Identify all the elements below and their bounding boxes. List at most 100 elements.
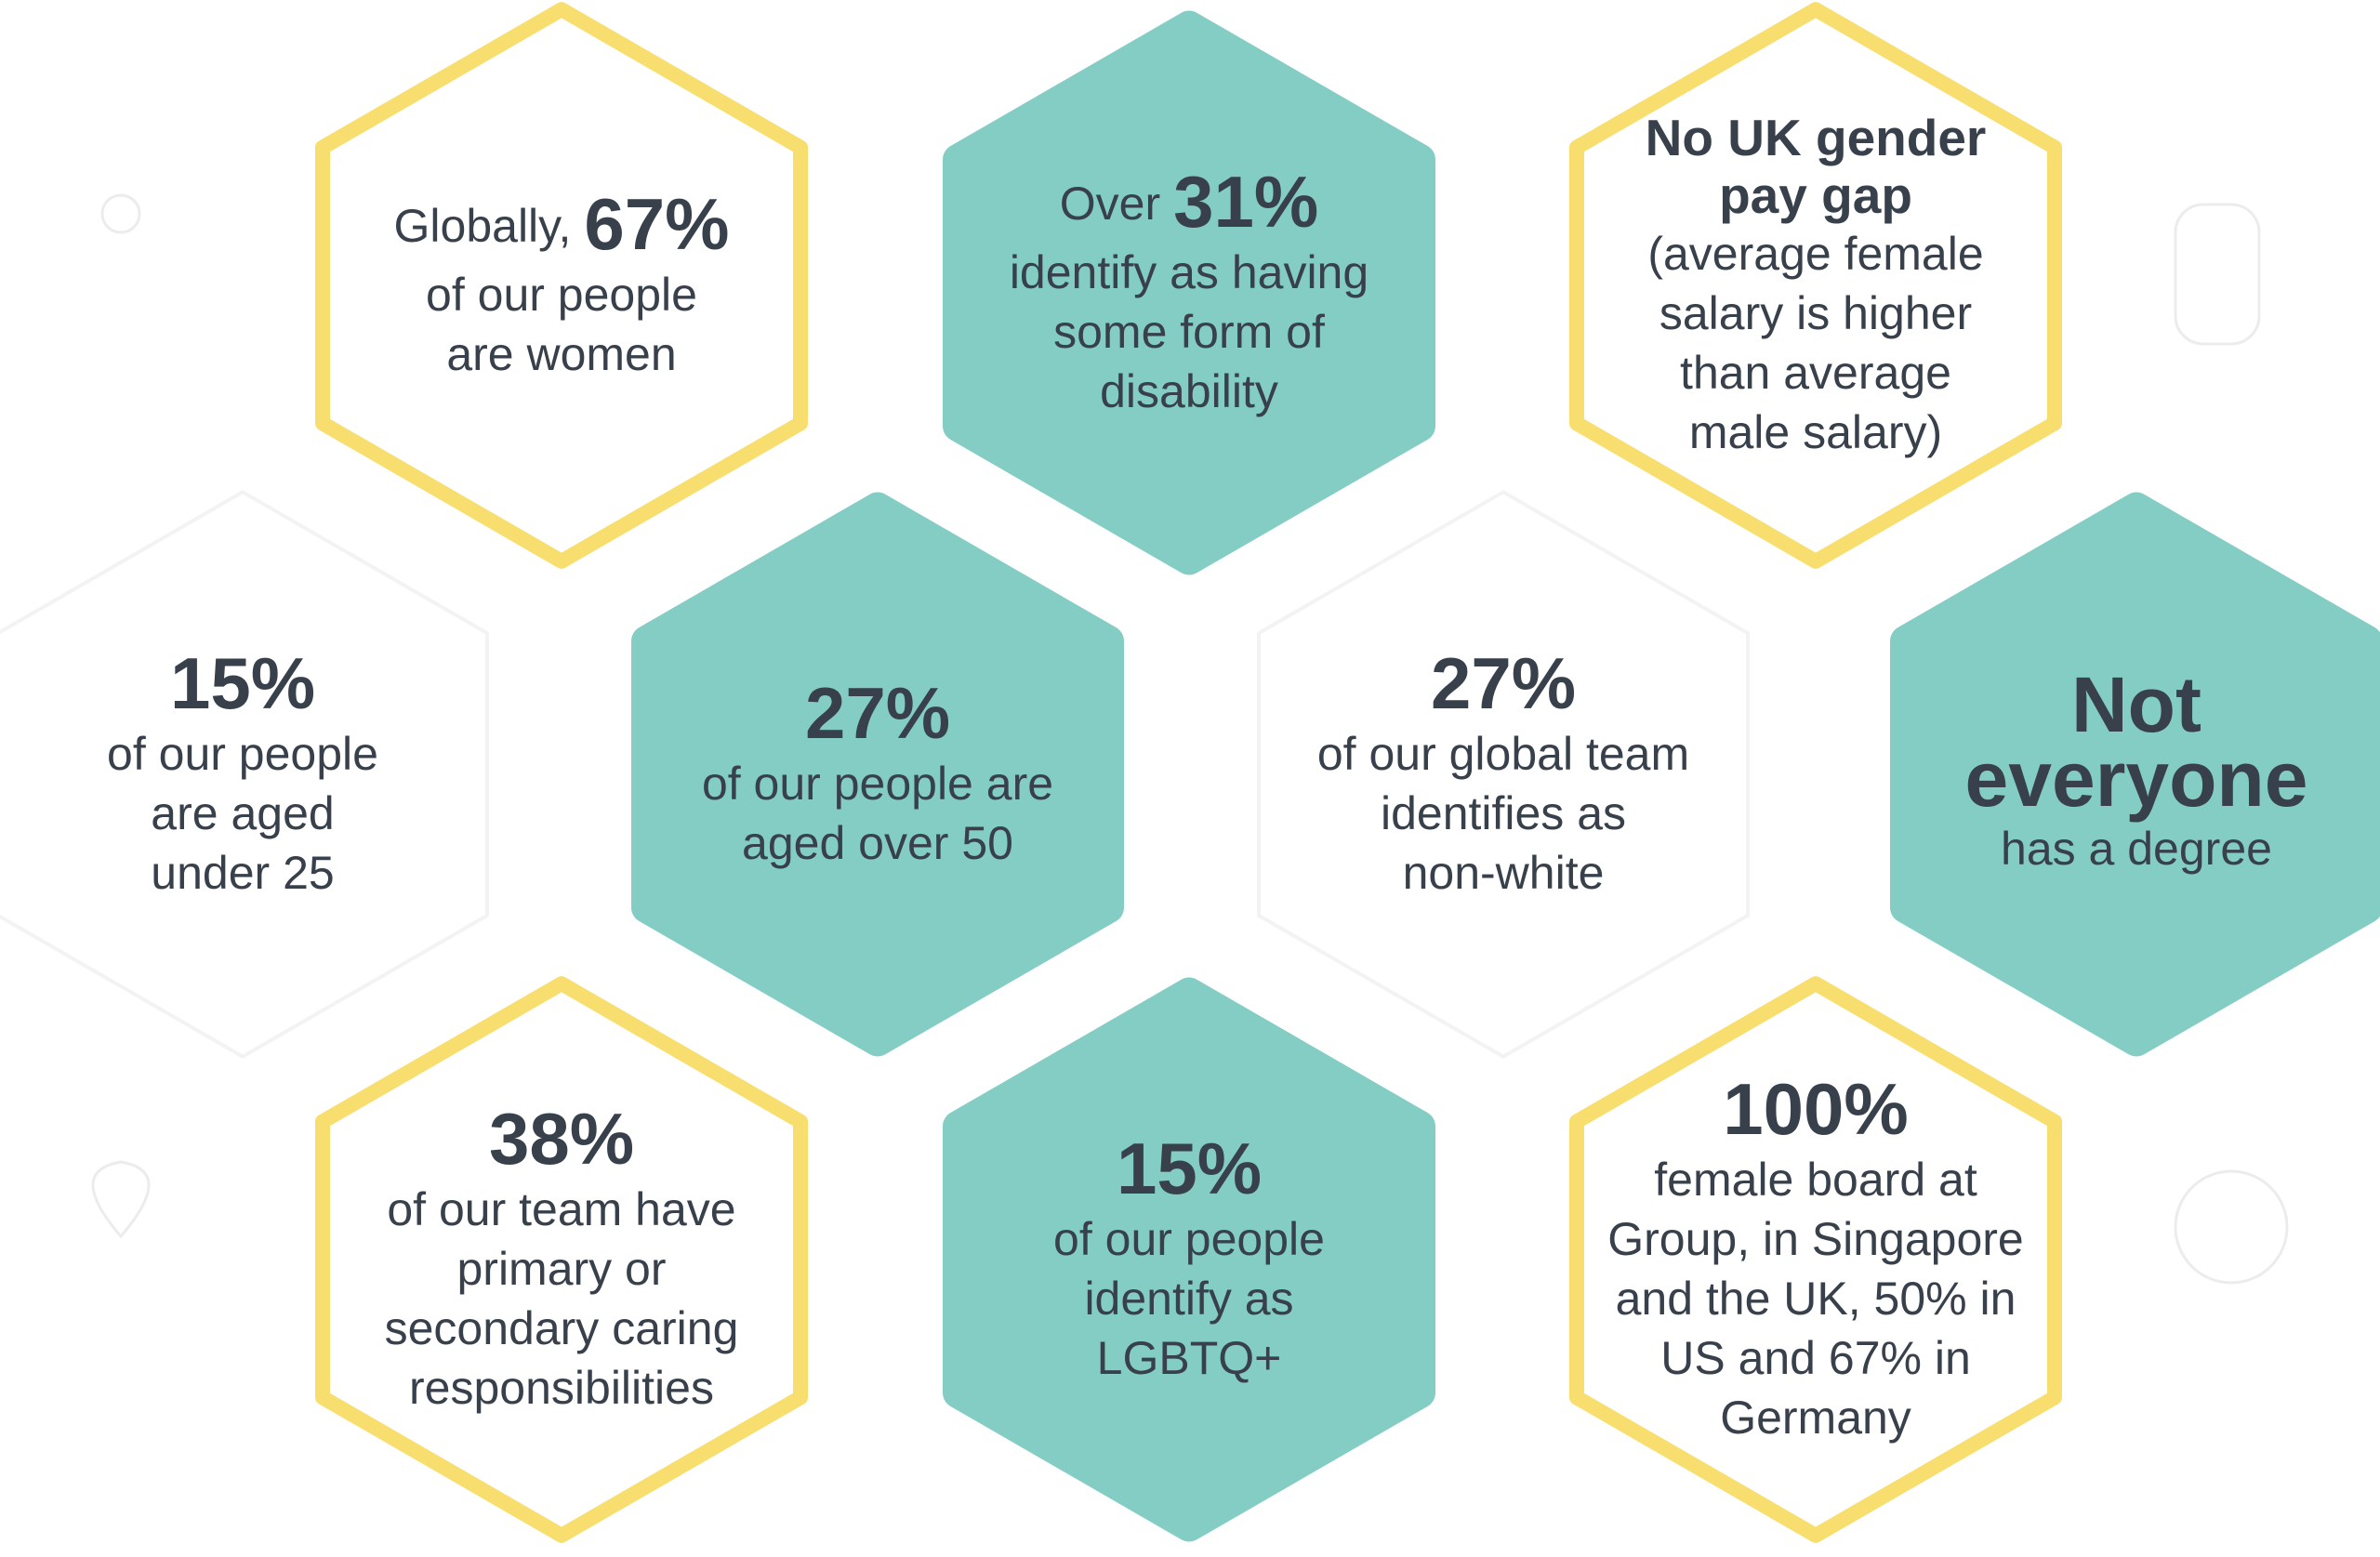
hexagon-line: non-white <box>1403 847 1605 899</box>
stat-text: Germany <box>1720 1392 1911 1444</box>
hexagon-line: of our team have <box>387 1183 735 1235</box>
stat-text: are women <box>446 328 676 380</box>
hexagon-line: Not <box>2071 661 2202 748</box>
hexagon-shape <box>631 492 1124 1057</box>
stat-text: (average female <box>1647 228 1983 280</box>
hexagon: 27%of our global team identifies as non-wh… <box>1257 490 1750 1059</box>
stat-highlight: 67% <box>584 183 729 265</box>
decor-icons <box>91 193 2289 1285</box>
stat-highlight: pay gap <box>1719 166 1912 224</box>
hexagon: 100%female board at Group, in Singapore an… <box>1569 976 2062 1543</box>
stat-text: are aged <box>151 787 334 839</box>
stat-text: salary is higher <box>1659 287 1972 339</box>
stat-text: secondary caring <box>385 1302 739 1354</box>
hexagon-line: of our people <box>426 269 697 321</box>
hexagon-line: identify as <box>1084 1273 1293 1325</box>
stat-text: non-white <box>1403 847 1605 899</box>
stat-text: female board at <box>1654 1154 1977 1206</box>
icon-people <box>100 193 141 234</box>
hexagon-line: salary is higher <box>1659 287 1972 339</box>
icon-coins <box>2174 203 2261 346</box>
hexagon-line: of our people <box>107 728 378 780</box>
hexagon-line: responsibilities <box>409 1362 714 1414</box>
stat-text: and the UK, 50% in <box>1616 1273 2016 1325</box>
hexagon-shape <box>943 10 1435 575</box>
hexagon-line: of our global team <box>1317 728 1689 780</box>
hexagon-line: 100% <box>1723 1068 1909 1150</box>
hexagon-line: secondary caring <box>385 1302 739 1354</box>
hexagon-line: Over 31% <box>1060 161 1318 243</box>
hexagon-line: Globally, 67% <box>394 183 730 265</box>
hexagon-line: disability <box>1100 365 1278 417</box>
hexagon-line: are women <box>446 328 676 380</box>
hexagon-line: some form of <box>1053 306 1325 358</box>
stat-text: of our global team <box>1317 728 1689 780</box>
hexagon-shape <box>1257 490 1750 1059</box>
hexagon: 15%of our people are aged under 25 <box>0 490 489 1059</box>
hexagon-line: male salary) <box>1689 406 1942 458</box>
stat-text: identifies as <box>1381 787 1626 839</box>
icon-care <box>91 1160 151 1239</box>
hexagon-line: everyone <box>1965 735 2308 823</box>
hexagon: Globally, 67%of our people are women <box>315 2 808 569</box>
hexagon-shape <box>1569 2 2062 569</box>
hexagon-line: identify as having <box>1010 246 1368 298</box>
hexagon-shape <box>0 490 489 1059</box>
stat-text: disability <box>1100 365 1278 417</box>
stat-text: Globally, <box>394 200 572 252</box>
hexagon-line: 15% <box>1117 1128 1262 1209</box>
stat-text: than average <box>1680 347 1951 399</box>
hexagon-shape <box>943 977 1435 1542</box>
stat-highlight: 15% <box>170 642 315 724</box>
stat-text: Group, in Singapore <box>1607 1213 2024 1265</box>
hexagon-line: are aged <box>151 787 334 839</box>
hexagon-line: 27% <box>805 672 950 754</box>
hexagon-line: of our people <box>1053 1213 1325 1265</box>
hexagon-line: pay gap <box>1719 166 1912 224</box>
hexagon-shape <box>1890 492 2380 1057</box>
stat-text: under 25 <box>151 847 334 899</box>
stat-highlight: 27% <box>1431 642 1576 724</box>
hexagon-line: of our people are <box>702 758 1053 810</box>
stat-text: identify as <box>1084 1273 1293 1325</box>
stat-highlight: everyone <box>1965 735 2308 823</box>
stat-highlight: No UK gender <box>1646 109 1987 166</box>
hexagon-line: and the UK, 50% in <box>1616 1273 2016 1325</box>
stat-text: has a degree <box>2001 823 2272 875</box>
hexagon-line: under 25 <box>151 847 334 899</box>
hexagon: 15%of our people identify as LGBTQ+ <box>943 977 1435 1542</box>
stat-text: primary or <box>456 1243 666 1295</box>
hexagon: Over 31%identify as having some form of dis… <box>943 10 1435 575</box>
hexagon-line: identifies as <box>1381 787 1626 839</box>
hexagon-line: 15% <box>170 642 315 724</box>
hexagon-line: Germany <box>1720 1392 1911 1444</box>
hexagon: 27%of our people are aged over 50 <box>631 492 1124 1057</box>
hexagon-line: has a degree <box>2001 823 2272 875</box>
hexagon: 38%of our team have primary or secondary c… <box>315 976 808 1543</box>
stat-text: responsibilities <box>409 1362 714 1414</box>
hexagon-line: US and 67% in <box>1660 1332 1971 1384</box>
hexagon-line: aged over 50 <box>742 817 1013 869</box>
stat-text: of our team have <box>387 1183 735 1235</box>
hexagon-shape <box>1569 976 2062 1543</box>
hexagon-line: 27% <box>1431 642 1576 724</box>
hexagon-line: female board at <box>1654 1154 1977 1206</box>
stat-highlight: 38% <box>489 1098 634 1180</box>
icon-pride <box>2174 1169 2289 1285</box>
stat-text: male salary) <box>1689 406 1942 458</box>
stat-text: Over <box>1060 178 1160 230</box>
stat-text: identify as having <box>1010 246 1368 298</box>
hexagon-line: (average female <box>1647 228 1983 280</box>
stat-text: of our people <box>426 269 697 321</box>
stat-text: aged over 50 <box>742 817 1013 869</box>
stat-text: of our people are <box>702 758 1053 810</box>
stat-highlight: 15% <box>1117 1128 1262 1209</box>
stat-text: of our people <box>1053 1213 1325 1265</box>
stat-text: some form of <box>1053 306 1325 358</box>
hexagon-line: Group, in Singapore <box>1607 1213 2024 1265</box>
stat-highlight: 100% <box>1723 1068 1909 1150</box>
stat-text: LGBTQ+ <box>1097 1332 1282 1384</box>
hexagon-shape <box>315 976 808 1543</box>
